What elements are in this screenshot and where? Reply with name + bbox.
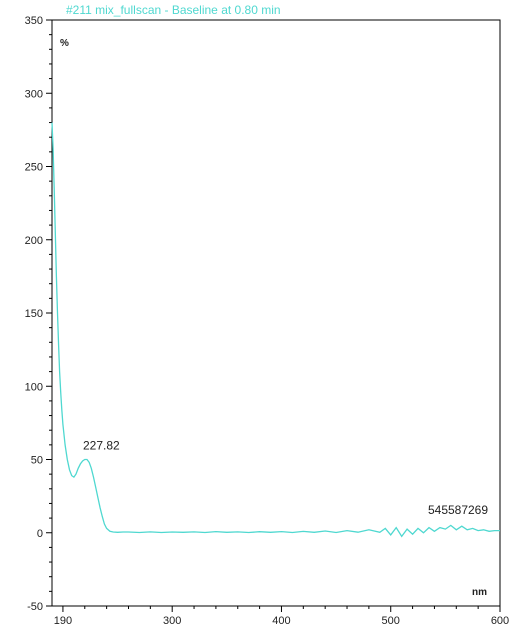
x-tick-label: 600 bbox=[491, 615, 509, 625]
y-tick-label: -50 bbox=[27, 601, 43, 613]
y-tick-label: 300 bbox=[25, 88, 43, 100]
x-tick-label: 400 bbox=[272, 615, 290, 625]
y-tick-label: 0 bbox=[37, 528, 43, 540]
y-axis-unit-label: % bbox=[60, 38, 69, 49]
chart-title: #211 mix_fullscan - Baseline at 0.80 min bbox=[66, 3, 281, 17]
y-tick-label: 50 bbox=[31, 455, 43, 467]
x-axis-unit-label: nm bbox=[472, 587, 487, 598]
x-tick-label: 190 bbox=[54, 615, 72, 625]
peak-label: 545587269 bbox=[428, 503, 488, 517]
peak-annotations: 227.82 545587269 bbox=[83, 439, 488, 517]
y-tick-label: 200 bbox=[25, 235, 43, 247]
axes: -50 0 50 100 150 200 250 300 350 190 300 400 500 600 bbox=[25, 15, 510, 625]
x-tick-label: 500 bbox=[382, 615, 400, 625]
y-tick-label: 250 bbox=[25, 162, 43, 174]
peak-label: 227.82 bbox=[83, 439, 120, 453]
y-tick-label: 350 bbox=[25, 15, 43, 27]
spectrum-series-line bbox=[51, 122, 500, 538]
y-tick-label: 150 bbox=[25, 308, 43, 320]
x-tick-label: 300 bbox=[163, 615, 181, 625]
plot-frame bbox=[51, 19, 501, 607]
y-tick-label: 100 bbox=[25, 381, 43, 393]
